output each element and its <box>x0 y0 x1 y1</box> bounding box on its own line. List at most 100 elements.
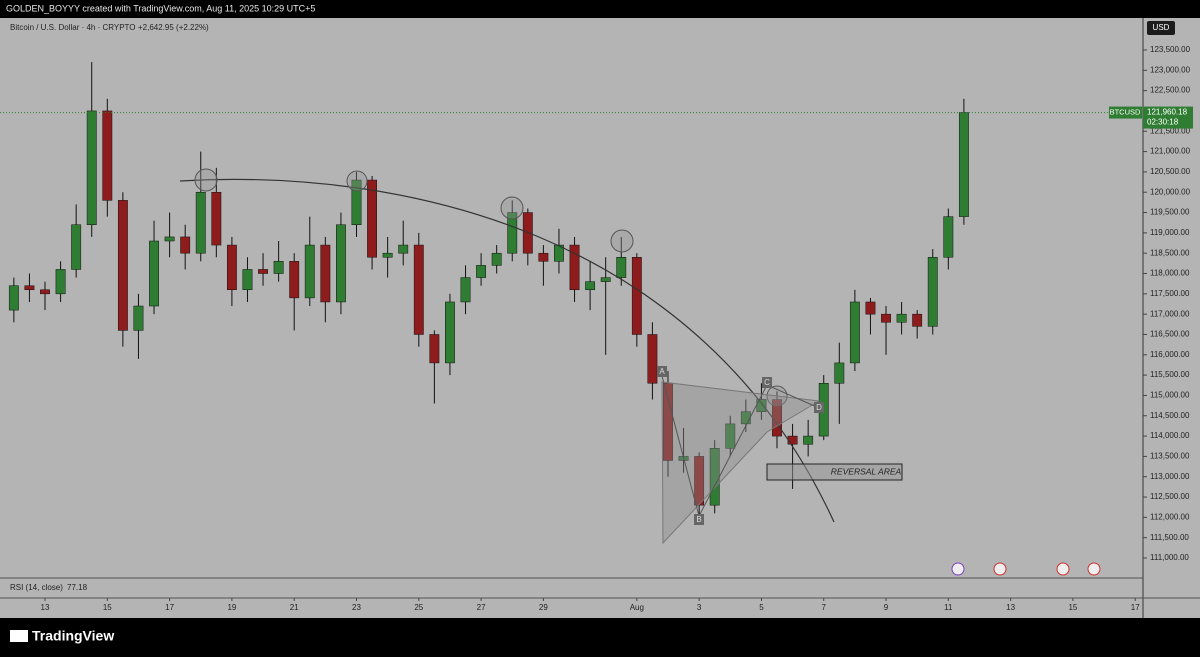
candle-body <box>351 179 362 225</box>
candle-body <box>242 269 253 291</box>
x-tick-label: 7 <box>821 603 826 612</box>
point-label: C <box>764 378 770 387</box>
y-tick-label: 116,000.00 <box>1150 350 1190 359</box>
point-label: A <box>659 367 665 376</box>
y-tick-label: 116,500.00 <box>1150 330 1190 339</box>
abcd-lines <box>661 375 820 518</box>
candle-body <box>554 244 564 262</box>
y-tick-label: 113,000.00 <box>1150 472 1190 481</box>
y-tick-label: 114,500.00 <box>1150 411 1190 420</box>
candle-body <box>865 301 876 315</box>
candle-body <box>834 362 845 384</box>
x-tick-label: 15 <box>103 603 112 612</box>
y-tick-label: 112,000.00 <box>1150 512 1190 521</box>
x-tick-label: 21 <box>290 603 299 612</box>
candle-body <box>694 456 705 506</box>
candle-body <box>927 257 938 327</box>
y-tick-label: 112,500.00 <box>1150 492 1190 501</box>
y-tick-label: 123,500.00 <box>1150 45 1191 54</box>
x-tick-label: 9 <box>884 603 889 612</box>
point-label: D <box>816 403 822 412</box>
x-tick-label: 13 <box>1006 603 1015 612</box>
candle-body <box>725 423 736 449</box>
candle-body <box>304 244 315 299</box>
candle-body <box>367 179 377 258</box>
y-tick-label: 118,000.00 <box>1150 269 1190 278</box>
candle-body <box>616 257 627 278</box>
y-tick-label: 111,000.00 <box>1150 553 1189 562</box>
candle-body <box>849 301 860 364</box>
y-tick-label: 117,000.00 <box>1150 309 1190 318</box>
x-tick-label: 25 <box>414 603 423 612</box>
y-tick-label: 119,000.00 <box>1150 228 1190 237</box>
candle-body <box>413 244 424 335</box>
indicator-name: RSI (14, close) <box>10 583 63 592</box>
symbol-tag-label: BTCUSD <box>1110 108 1141 117</box>
y-tick-label: 111,500.00 <box>1150 533 1189 542</box>
candle-body <box>335 224 346 303</box>
candle-body <box>491 252 502 266</box>
candle-body <box>289 261 300 299</box>
y-tick-label: 122,500.00 <box>1150 86 1191 95</box>
candle-body <box>71 224 82 270</box>
x-tick-label: 11 <box>944 603 953 612</box>
y-tick-label: 115,000.00 <box>1150 391 1190 400</box>
candle-body <box>663 382 673 461</box>
y-tick-label: 121,500.00 <box>1150 126 1191 135</box>
x-tick-label: 13 <box>41 603 50 612</box>
x-tick-label: 17 <box>165 603 174 612</box>
candle-body <box>133 305 144 331</box>
candle-body <box>476 265 487 278</box>
candle-body <box>803 435 814 445</box>
price-change: +2,642.95 (+2.22%) <box>138 23 209 32</box>
candle-body <box>460 277 471 303</box>
candle-body <box>398 244 409 254</box>
y-tick-label: 120,000.00 <box>1150 187 1191 196</box>
y-tick-label: 123,000.00 <box>1150 65 1191 74</box>
y-tick-label: 117,500.00 <box>1150 289 1190 298</box>
candle-body <box>164 236 175 242</box>
candle-body <box>787 435 798 445</box>
price-axis <box>1143 18 1200 598</box>
reversal-zone <box>766 463 903 481</box>
chart-pane <box>0 18 1143 598</box>
x-tick-label: 3 <box>697 603 702 612</box>
symbol-tag <box>1109 106 1142 119</box>
y-tick-label: 121,000.00 <box>1150 147 1191 156</box>
chart-title: Bitcoin / U.S. Dollar · 4h · CRYPTO <box>10 23 136 32</box>
candle-body <box>40 289 50 295</box>
currency-box[interactable] <box>1147 21 1175 35</box>
candle-body <box>943 216 954 258</box>
candle-body <box>320 244 331 303</box>
indicator-value: 77.18 <box>67 583 88 592</box>
candle-body <box>429 334 440 364</box>
plot: 111,000.00 111,500.00 112,000.00 112,500.00… <box>0 45 1193 612</box>
time-axis <box>0 598 1200 618</box>
candle-body <box>631 257 642 335</box>
touch-circles <box>194 168 788 407</box>
point-label: B <box>696 515 701 524</box>
arc-drawing <box>179 178 835 523</box>
candle-body <box>258 269 268 274</box>
currency[interactable]: USD <box>1153 23 1170 32</box>
y-tick-label: 115,500.00 <box>1150 370 1190 379</box>
candle-body <box>600 277 611 282</box>
x-tick-label: 23 <box>352 603 361 612</box>
price-tag <box>1143 106 1193 129</box>
x-tick-label: 29 <box>539 603 548 612</box>
x-tick-label: 17 <box>1131 603 1140 612</box>
candle-body <box>881 313 891 323</box>
point-labels: A B C D <box>657 366 824 525</box>
countdown: 02:30:18 <box>1147 118 1179 127</box>
x-tick-label: 15 <box>1068 603 1077 612</box>
candle-body <box>538 252 549 262</box>
triangle-pattern <box>661 381 821 545</box>
candle-body <box>180 236 191 254</box>
candle-body <box>24 285 35 291</box>
candle-body <box>195 191 206 254</box>
candle-body <box>211 191 222 246</box>
y-tick-label: 119,500.00 <box>1150 208 1190 217</box>
candle-body <box>226 244 237 291</box>
candle-body <box>55 269 66 295</box>
